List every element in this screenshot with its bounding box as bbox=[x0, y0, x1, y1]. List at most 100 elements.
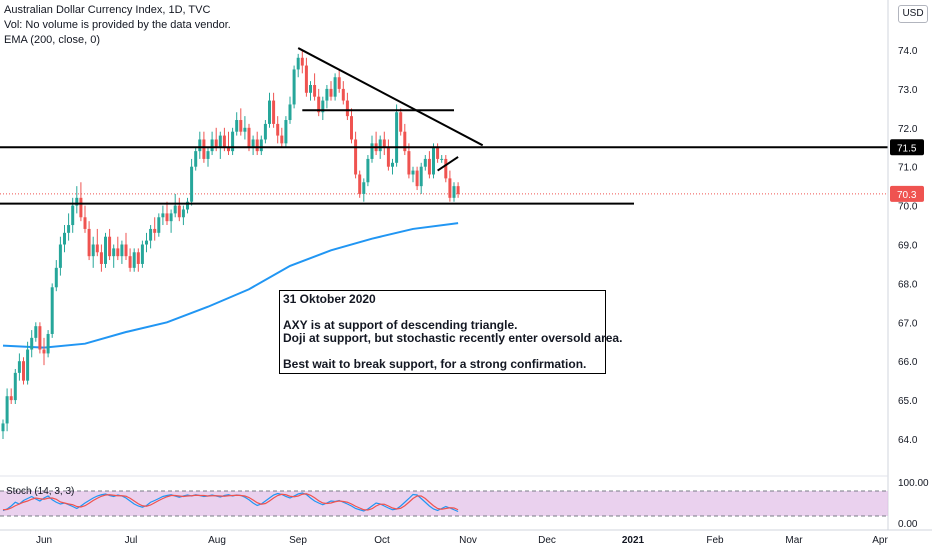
candle bbox=[341, 81, 345, 105]
candle bbox=[116, 236, 120, 261]
candle-body bbox=[292, 69, 296, 105]
candle bbox=[50, 283, 54, 338]
candle bbox=[104, 232, 107, 268]
time-tick-label: Sep bbox=[289, 535, 307, 546]
candle bbox=[34, 322, 38, 342]
candle bbox=[83, 205, 87, 233]
candle-body bbox=[255, 139, 259, 152]
candle-body bbox=[399, 112, 403, 132]
stoch-band bbox=[0, 491, 888, 516]
candle-body bbox=[263, 123, 267, 140]
candle-body bbox=[444, 158, 448, 179]
candle-body bbox=[173, 205, 177, 214]
candle-body bbox=[419, 166, 423, 187]
candle-body bbox=[337, 77, 341, 89]
candle bbox=[280, 127, 284, 148]
candle-body bbox=[30, 337, 34, 350]
candle-body bbox=[456, 186, 460, 194]
candle bbox=[22, 357, 25, 385]
candle-body bbox=[38, 326, 42, 350]
candle bbox=[411, 166, 415, 183]
candle bbox=[5, 388, 9, 432]
candle bbox=[263, 120, 267, 144]
trendline bbox=[437, 156, 459, 172]
candle-body bbox=[382, 139, 386, 148]
candle-body bbox=[112, 248, 116, 257]
price-axis: 74.0 73.0 72.0 71.0 70.0 69.0 68.0 67.0 66.0 65.0… bbox=[887, 0, 924, 530]
candle-body bbox=[17, 361, 21, 373]
stoch-legend[interactable]: Stoch (14, 3, 3) bbox=[6, 486, 75, 497]
candle-body bbox=[227, 147, 230, 152]
candle-body bbox=[202, 139, 206, 159]
last-price-tag bbox=[890, 185, 924, 202]
price-tick-label: 73.0 bbox=[898, 85, 918, 96]
candle bbox=[75, 186, 79, 214]
candle bbox=[157, 213, 161, 237]
candle bbox=[206, 147, 210, 167]
candle-body bbox=[280, 135, 284, 144]
candle-body bbox=[22, 361, 25, 381]
candle-body bbox=[325, 88, 329, 101]
candle-body bbox=[251, 139, 255, 148]
candle-body bbox=[427, 158, 431, 175]
candle bbox=[124, 232, 128, 261]
candle bbox=[95, 228, 99, 257]
candle bbox=[448, 170, 452, 202]
candle-body bbox=[432, 147, 435, 175]
candle-body bbox=[87, 228, 91, 257]
candle bbox=[292, 65, 296, 109]
candle bbox=[13, 368, 17, 404]
candle bbox=[99, 244, 103, 272]
candle-body bbox=[366, 158, 370, 183]
candle-body bbox=[79, 197, 83, 218]
candle bbox=[444, 155, 448, 183]
price-tick-label: 74.0 bbox=[898, 46, 918, 57]
candle-body bbox=[284, 120, 288, 144]
candle-body bbox=[206, 151, 210, 159]
candle bbox=[9, 388, 13, 404]
candle bbox=[38, 322, 42, 354]
candle bbox=[136, 248, 140, 272]
time-tick-label: Jul bbox=[125, 535, 138, 546]
candle bbox=[321, 96, 325, 121]
candlestick-series bbox=[1, 50, 460, 439]
stoch-tick-label: 100.00 bbox=[898, 478, 929, 489]
candle-body bbox=[350, 116, 353, 140]
candle-body bbox=[181, 209, 185, 218]
ema-polyline bbox=[2, 222, 459, 349]
candle bbox=[452, 182, 456, 202]
candle bbox=[140, 240, 144, 268]
candle-body bbox=[452, 186, 456, 198]
candle-body bbox=[71, 205, 75, 226]
candle-body bbox=[247, 127, 251, 148]
price-tick-label: 66.0 bbox=[898, 357, 918, 368]
candle-body bbox=[140, 244, 144, 264]
resistance-price-label: 71.5 bbox=[897, 143, 917, 154]
candle-body bbox=[370, 143, 374, 159]
candle-body bbox=[243, 127, 247, 132]
ema-200-line bbox=[2, 222, 459, 349]
candle-body bbox=[309, 85, 312, 93]
note-line-2: Doji at support, but stochastic recently… bbox=[283, 331, 623, 345]
candle bbox=[345, 92, 349, 121]
currency-button[interactable]: USD bbox=[898, 5, 928, 23]
candle-body bbox=[198, 139, 202, 152]
time-tick-label: Dec bbox=[538, 535, 556, 546]
candle-body bbox=[149, 228, 153, 241]
candle-body bbox=[415, 170, 419, 187]
candle bbox=[239, 108, 243, 136]
candle bbox=[231, 127, 235, 156]
stochastic-panel: 100.00 0.00 bbox=[0, 475, 929, 530]
candle-body bbox=[362, 182, 366, 194]
candle-body bbox=[161, 213, 165, 218]
candle bbox=[304, 57, 308, 97]
candle bbox=[296, 53, 300, 78]
candle-body bbox=[358, 174, 362, 194]
ema-legend[interactable]: EMA (200, close, 0) bbox=[4, 34, 100, 46]
annotation-note[interactable]: 31 Oktober 2020 AXY is at support of des… bbox=[279, 290, 623, 374]
candle bbox=[190, 158, 194, 206]
candle bbox=[313, 73, 317, 101]
candle bbox=[358, 170, 362, 198]
note-line-3: Best wait to break support, for a strong… bbox=[283, 357, 587, 371]
